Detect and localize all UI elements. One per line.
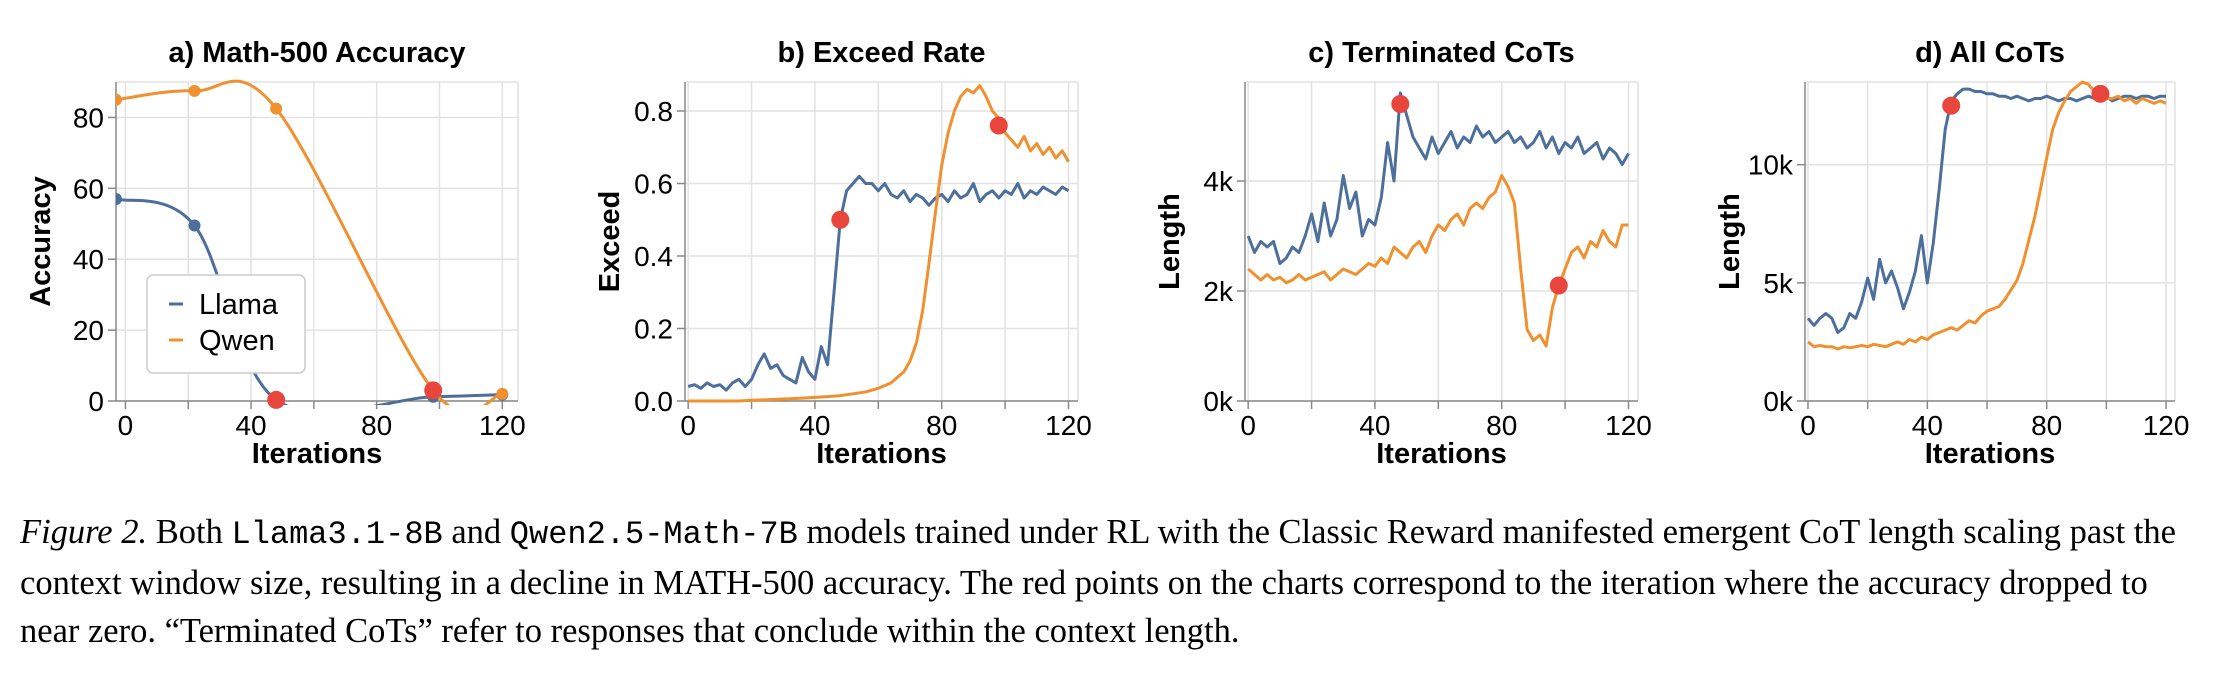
series-line-llama [687, 174, 1070, 392]
y-tick-label: 60 [73, 173, 104, 204]
y-tick-label: 0.4 [634, 241, 673, 272]
y-axis-label: Length [1714, 193, 1746, 290]
y-tick-label: 0k [1203, 386, 1234, 417]
y-tick-label: 20 [73, 315, 104, 346]
x-tick-label: 120 [1045, 410, 1092, 441]
highlight-point [989, 116, 1008, 135]
y-axis-label: Exceed [594, 191, 626, 293]
chart-title: d) All CoTs [1915, 37, 2065, 69]
chart-panel-2: 0 40 80 120 0.0 0.2 0.4 0.6 0.8 b) Exceed Rate Ite… [594, 37, 1092, 470]
x-tick-label: 40 [799, 410, 830, 441]
x-tick-label: 40 [1912, 410, 1943, 441]
highlight-point [267, 390, 286, 409]
highlight-point [1942, 96, 1961, 115]
x-axis-label: Iterations [1376, 438, 1507, 470]
x-tick-label: 80 [1486, 410, 1517, 441]
legend-box [146, 274, 306, 374]
plot-area [1246, 91, 1630, 348]
legend-label-llama: Llama [199, 289, 279, 321]
y-axis-label: Accuracy [25, 176, 57, 307]
y-tick-label: 40 [73, 244, 104, 275]
charts-area: 0 40 80 120 0 20 40 60 80 a) Math-500 Accuracy Ite… [25, 37, 2189, 470]
legend: Llama Qwen [146, 274, 306, 374]
highlight-point [1391, 95, 1410, 113]
y-tick-label: 0k [1763, 386, 1794, 417]
data-point-qwen [270, 102, 283, 115]
x-tick-label: 0 [1800, 410, 1816, 441]
y-axis-label: Length [1154, 193, 1186, 290]
y-tick-label: 0.0 [634, 386, 673, 417]
chart-title: a) Math-500 Accuracy [168, 37, 465, 69]
y-tick-label: 0.2 [634, 314, 673, 345]
x-axis-label: Iterations [816, 438, 947, 470]
chart-title: b) Exceed Rate [778, 37, 986, 69]
x-tick-label: 80 [926, 410, 957, 441]
series-line-llama [1246, 91, 1630, 265]
chart-panel-4: 0 40 80 120 0k 5k 10k d) All CoTs Iterations Leng… [1714, 37, 2189, 470]
x-tick-label: 40 [235, 410, 266, 441]
data-point-llama [116, 192, 122, 205]
caption-text-3: models trained under RL with the Classic… [20, 513, 2176, 650]
y-tick-label: 0.6 [634, 169, 673, 200]
y-tick-label: 0 [88, 386, 104, 417]
x-axis-label: Iterations [1925, 438, 2056, 470]
x-axis-label: Iterations [252, 438, 383, 470]
caption-label: Figure 2. [20, 513, 148, 551]
plot-area [687, 84, 1070, 403]
series-line-qwen [688, 84, 1070, 403]
highlight-point [424, 381, 443, 400]
caption-model-qwen: Qwen2.5-Math-7B [509, 516, 798, 553]
x-tick-label: 0 [1240, 410, 1256, 441]
data-point-llama [188, 219, 201, 232]
data-point-qwen [116, 93, 122, 106]
x-tick-label: 120 [479, 410, 526, 441]
x-tick-label: 40 [1359, 410, 1390, 441]
y-tick-label: 80 [73, 102, 104, 133]
chart-panel-3: 0 40 80 120 0k 2k 4k c) Terminated CoTs Iteratio… [1154, 37, 1652, 470]
chart-title: c) Terminated CoTs [1308, 37, 1574, 69]
x-tick-label: 80 [2031, 410, 2062, 441]
x-tick-label: 120 [2143, 410, 2190, 441]
highlight-point [1549, 276, 1568, 295]
highlight-point [2091, 84, 2110, 103]
y-tick-label: 2k [1203, 276, 1234, 307]
x-tick-label: 0 [118, 410, 134, 441]
legend-label-qwen: Qwen [199, 325, 275, 357]
data-point-qwen [188, 84, 201, 97]
y-tick-label: 0.8 [634, 96, 673, 127]
x-tick-label: 80 [361, 410, 392, 441]
caption-text-2: and [442, 513, 510, 551]
x-tick-label: 120 [1605, 410, 1652, 441]
chart-panel-1: 0 40 80 120 0 20 40 60 80 a) Math-500 Accuracy Ite… [25, 37, 526, 470]
data-point-qwen [496, 387, 509, 400]
figure-caption: Figure 2. Both Llama3.1-8B and Qwen2.5-M… [20, 508, 2210, 655]
y-tick-label: 4k [1203, 166, 1234, 197]
caption-model-llama: Llama3.1-8B [231, 516, 443, 553]
y-tick-label: 5k [1763, 268, 1794, 299]
y-tick-label: 10k [1748, 150, 1794, 181]
x-tick-label: 0 [680, 410, 696, 441]
caption-text-1: Both [147, 513, 232, 551]
series-line-qwen [1247, 174, 1629, 348]
highlight-point [831, 210, 850, 229]
